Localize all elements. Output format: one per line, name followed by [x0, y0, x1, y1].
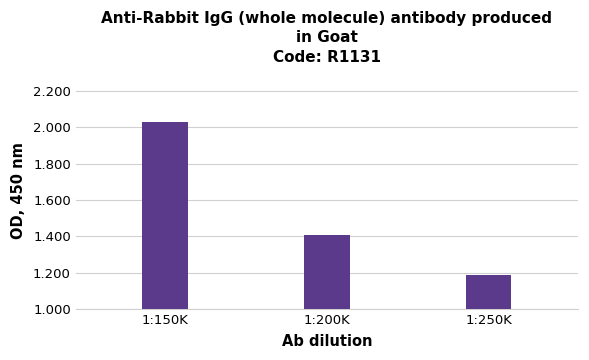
X-axis label: Ab dilution: Ab dilution [282, 334, 372, 349]
Bar [466, 275, 511, 309]
Bar [304, 234, 349, 309]
Bar [142, 122, 187, 309]
Y-axis label: OD, 450 nm: OD, 450 nm [11, 143, 26, 239]
Title: Anti-Rabbit IgG (whole molecule) antibody produced
in Goat
Code: R1131: Anti-Rabbit IgG (whole molecule) antibod… [101, 11, 552, 64]
